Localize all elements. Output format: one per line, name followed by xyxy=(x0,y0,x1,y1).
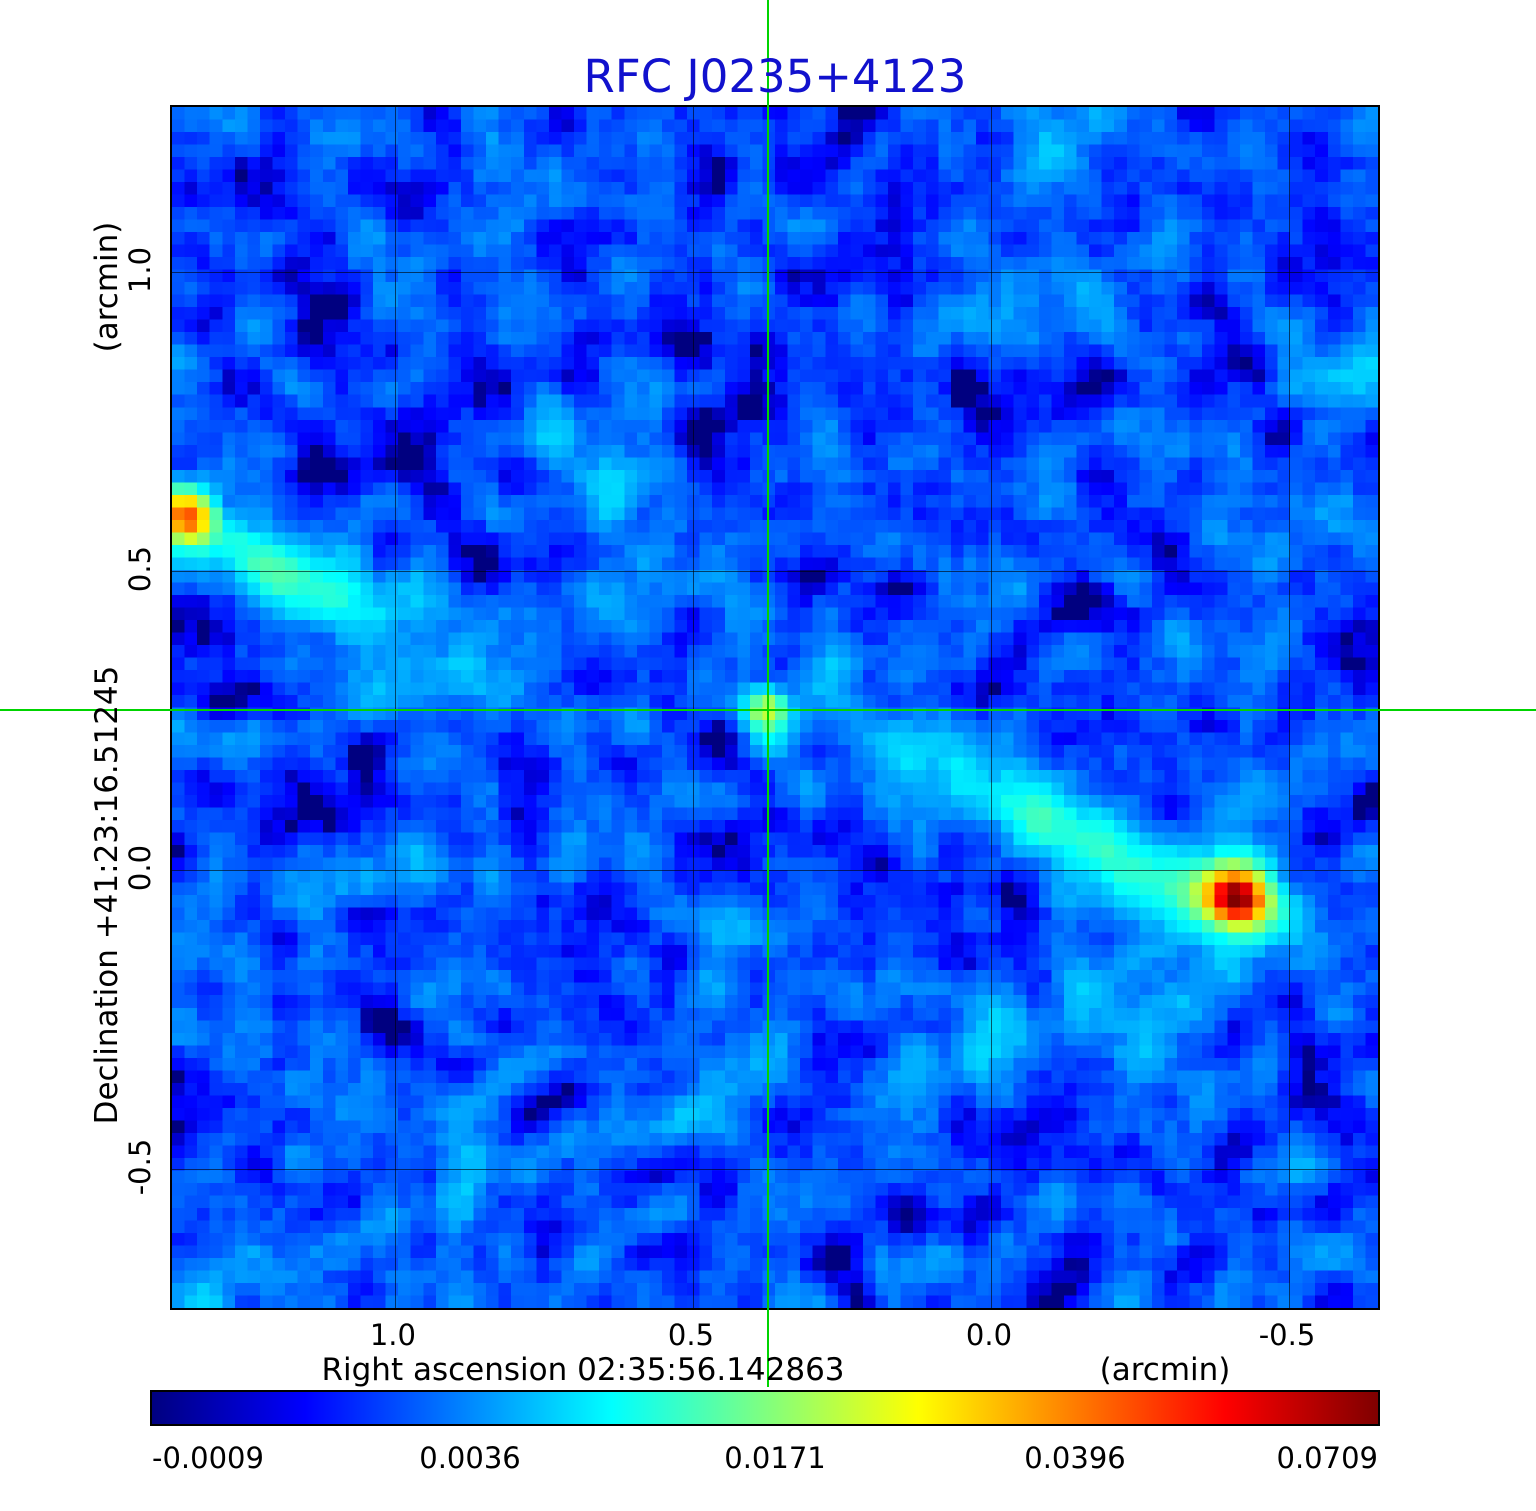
x-tick-label: 0.0 xyxy=(965,1318,1013,1352)
gridline-vertical xyxy=(1289,107,1290,1308)
colorbar-tick-label: 0.0396 xyxy=(1024,1441,1126,1475)
colorbar-tick-label: -0.0009 xyxy=(152,1441,264,1475)
crosshair-vertical-line xyxy=(766,0,769,1387)
gridline-horizontal xyxy=(172,870,1378,872)
figure-title: RFC J0235+4123 xyxy=(583,50,967,103)
gridline-horizontal xyxy=(172,571,1378,573)
gridline-vertical xyxy=(990,107,992,1308)
colorbar-tick-label: 0.0036 xyxy=(419,1441,521,1475)
colorbar-tick-label: 0.0171 xyxy=(724,1441,826,1475)
colorbar-tick-label: 0.0709 xyxy=(1276,1441,1378,1475)
gridline-vertical xyxy=(394,107,396,1308)
y-tick-label: 0.5 xyxy=(123,545,157,593)
x-axis-unit: (arcmin) xyxy=(1099,1352,1231,1388)
y-tick-label: -0.5 xyxy=(123,1138,157,1196)
colorbar xyxy=(150,1390,1380,1426)
y-axis-label: Declination +41:23:16.51245 xyxy=(89,665,125,1125)
sky-map-plot xyxy=(170,105,1380,1310)
gridline-horizontal xyxy=(172,1169,1378,1171)
x-tick-label: -0.5 xyxy=(1258,1318,1316,1352)
x-tick-label: 0.5 xyxy=(667,1318,715,1352)
x-axis-label: Right ascension 02:35:56.142863 xyxy=(321,1352,845,1388)
y-tick-label: 1.0 xyxy=(123,246,157,294)
crosshair-horizontal-line xyxy=(0,708,1536,711)
gridline-horizontal xyxy=(172,272,1378,274)
gridline-vertical xyxy=(692,107,694,1308)
y-tick-label: 0.0 xyxy=(123,845,157,892)
sky-map-canvas xyxy=(172,107,1378,1308)
x-tick-label: 1.0 xyxy=(369,1318,416,1352)
y-axis-unit: (arcmin) xyxy=(89,221,125,353)
